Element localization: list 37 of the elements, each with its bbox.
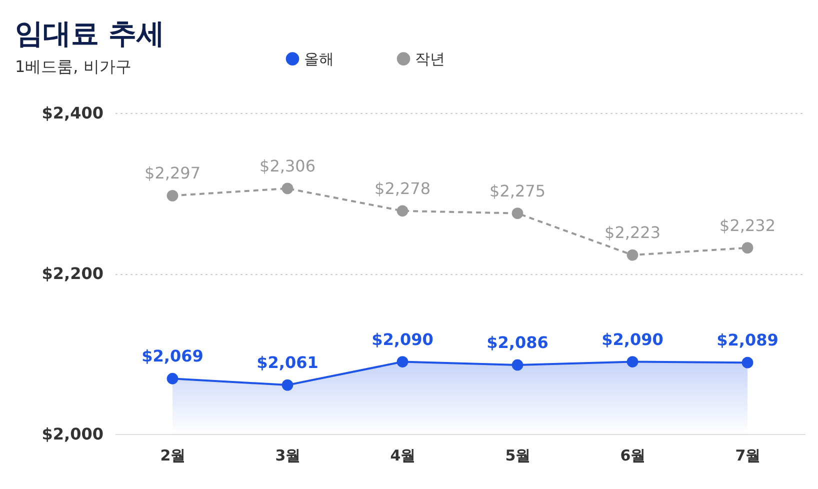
x-tick-label: 4월: [390, 446, 416, 464]
x-tick-label: 5월: [505, 446, 531, 464]
data-label: $2,232: [720, 216, 776, 235]
y-tick-label: $2,400: [42, 104, 104, 122]
legend-label: 작년: [415, 50, 445, 68]
point: [742, 356, 754, 368]
point: [166, 190, 178, 202]
data-label: $2,297: [144, 164, 200, 183]
data-label: $2,090: [602, 330, 664, 349]
data-label: $2,090: [372, 330, 434, 349]
point: [626, 356, 638, 368]
x-tick-label: 2월: [160, 446, 186, 464]
data-label: $2,278: [374, 178, 430, 198]
point: [166, 372, 178, 384]
point: [512, 359, 524, 371]
chart-subtitle: 1베드룸, 비가구: [15, 57, 132, 76]
chart-title: 임대료 추세: [15, 17, 165, 50]
x-tick-label: 7월: [735, 446, 761, 464]
data-label: $2,306: [260, 156, 316, 176]
data-label: $2,061: [256, 353, 318, 372]
data-label: $2,086: [486, 332, 548, 352]
point: [282, 182, 294, 194]
data-label: $2,069: [142, 346, 204, 366]
point: [396, 356, 408, 368]
y-tick-label: $2,000: [42, 424, 104, 444]
data-label: $2,089: [716, 330, 778, 350]
data-label: $2,223: [604, 223, 660, 242]
data-label: $2,275: [490, 181, 546, 200]
point: [512, 208, 524, 219]
y-tick-label: $2,200: [42, 264, 104, 283]
x-tick-label: 6월: [620, 446, 646, 464]
legend-label: 올해: [304, 50, 334, 68]
x-tick-label: 3월: [275, 446, 301, 464]
point: [282, 379, 294, 391]
point: [396, 205, 408, 217]
point: [742, 242, 754, 254]
point: [626, 249, 638, 261]
